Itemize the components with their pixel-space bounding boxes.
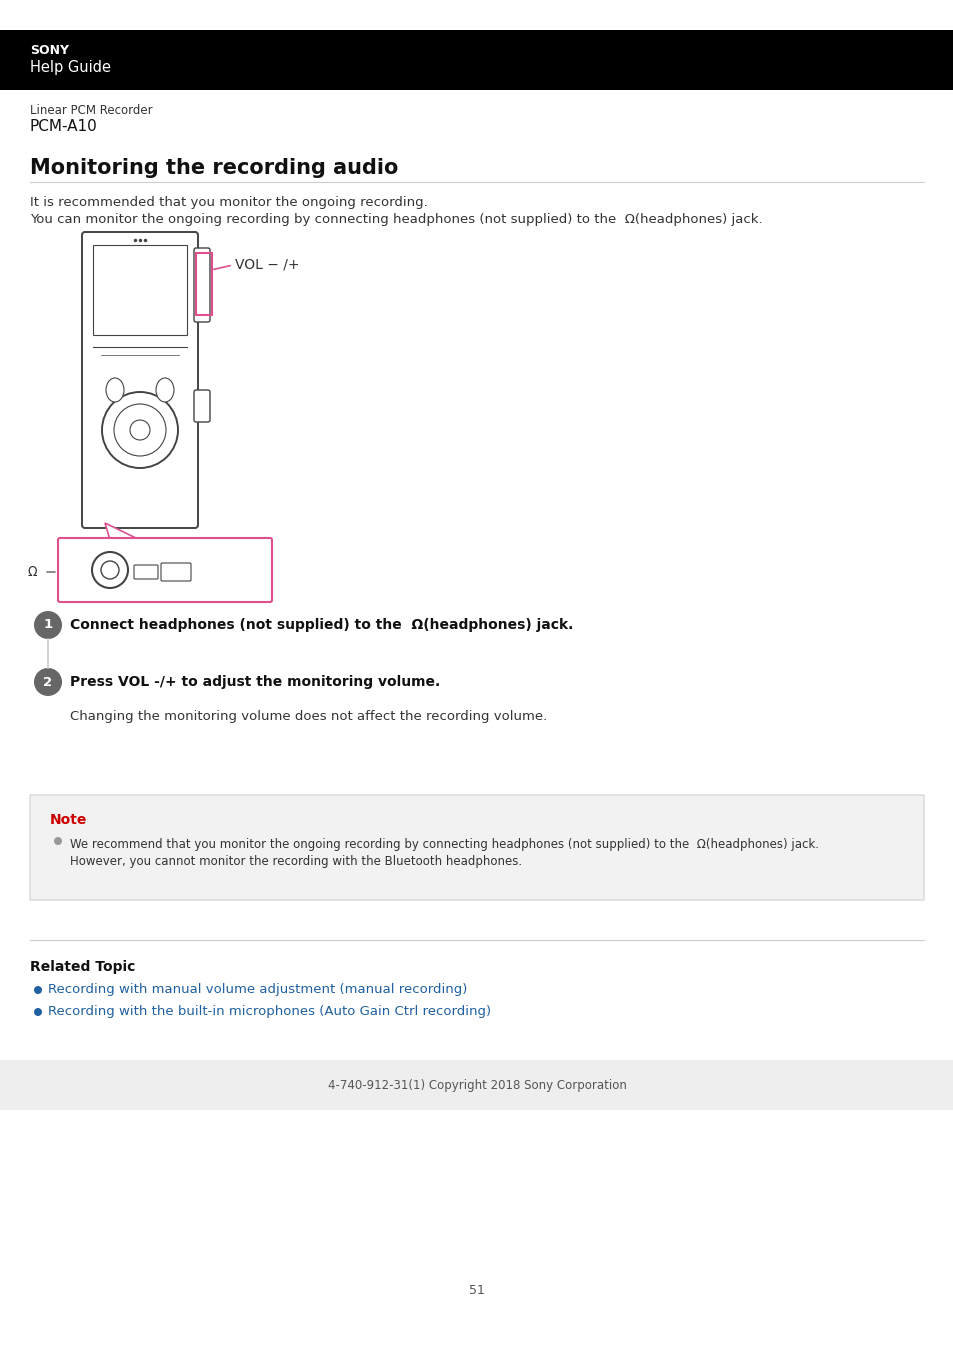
Ellipse shape <box>106 378 124 402</box>
Text: SONY: SONY <box>30 45 69 57</box>
Text: You can monitor the ongoing recording by connecting headphones (not supplied) to: You can monitor the ongoing recording by… <box>30 213 761 225</box>
FancyBboxPatch shape <box>193 390 210 423</box>
Circle shape <box>130 420 150 440</box>
Text: PCM-A10: PCM-A10 <box>30 119 97 134</box>
Polygon shape <box>105 522 140 540</box>
Circle shape <box>101 562 119 579</box>
Text: Note: Note <box>50 813 88 828</box>
FancyBboxPatch shape <box>0 30 953 90</box>
Text: 4-740-912-31(1) Copyright 2018 Sony Corporation: 4-740-912-31(1) Copyright 2018 Sony Corp… <box>327 1079 626 1092</box>
Text: However, you cannot monitor the recording with the Bluetooth headphones.: However, you cannot monitor the recordin… <box>70 855 521 868</box>
FancyBboxPatch shape <box>193 248 210 323</box>
Text: Help Guide: Help Guide <box>30 59 111 76</box>
Circle shape <box>34 1008 42 1017</box>
Circle shape <box>113 404 166 456</box>
Circle shape <box>34 612 62 639</box>
Text: VOL − /+: VOL − /+ <box>234 258 299 271</box>
Text: 2: 2 <box>44 675 52 688</box>
Circle shape <box>34 668 62 697</box>
Text: Changing the monitoring volume does not affect the recording volume.: Changing the monitoring volume does not … <box>70 710 547 724</box>
Text: Ω: Ω <box>28 566 37 579</box>
Text: Connect headphones (not supplied) to the  Ω(headphones) jack.: Connect headphones (not supplied) to the… <box>70 618 573 632</box>
Text: 1: 1 <box>44 618 52 632</box>
FancyBboxPatch shape <box>30 795 923 900</box>
Text: Recording with manual volume adjustment (manual recording): Recording with manual volume adjustment … <box>48 984 467 996</box>
Text: Recording with the built-in microphones (Auto Gain Ctrl recording): Recording with the built-in microphones … <box>48 1006 491 1018</box>
Text: It is recommended that you monitor the ongoing recording.: It is recommended that you monitor the o… <box>30 196 427 209</box>
FancyBboxPatch shape <box>92 244 187 335</box>
Circle shape <box>54 837 62 845</box>
Circle shape <box>34 986 42 994</box>
Ellipse shape <box>156 378 173 402</box>
Text: Monitoring the recording audio: Monitoring the recording audio <box>30 158 398 178</box>
FancyBboxPatch shape <box>161 563 191 580</box>
FancyBboxPatch shape <box>58 539 272 602</box>
Text: 51: 51 <box>469 1284 484 1296</box>
FancyBboxPatch shape <box>133 566 158 579</box>
Text: Press VOL -/+ to adjust the monitoring volume.: Press VOL -/+ to adjust the monitoring v… <box>70 675 439 688</box>
Circle shape <box>91 552 128 589</box>
FancyBboxPatch shape <box>0 1060 953 1110</box>
FancyBboxPatch shape <box>82 232 198 528</box>
Text: We recommend that you monitor the ongoing recording by connecting headphones (no: We recommend that you monitor the ongoin… <box>70 838 818 850</box>
Text: Related Topic: Related Topic <box>30 960 135 973</box>
Text: Linear PCM Recorder: Linear PCM Recorder <box>30 104 152 117</box>
Circle shape <box>102 392 178 468</box>
